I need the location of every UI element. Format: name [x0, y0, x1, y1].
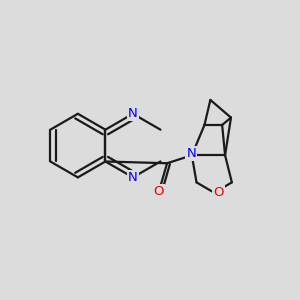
Text: O: O	[213, 186, 224, 199]
Text: N: N	[128, 171, 138, 184]
Text: O: O	[154, 185, 164, 198]
Text: N: N	[128, 107, 138, 120]
Text: N: N	[186, 147, 196, 160]
